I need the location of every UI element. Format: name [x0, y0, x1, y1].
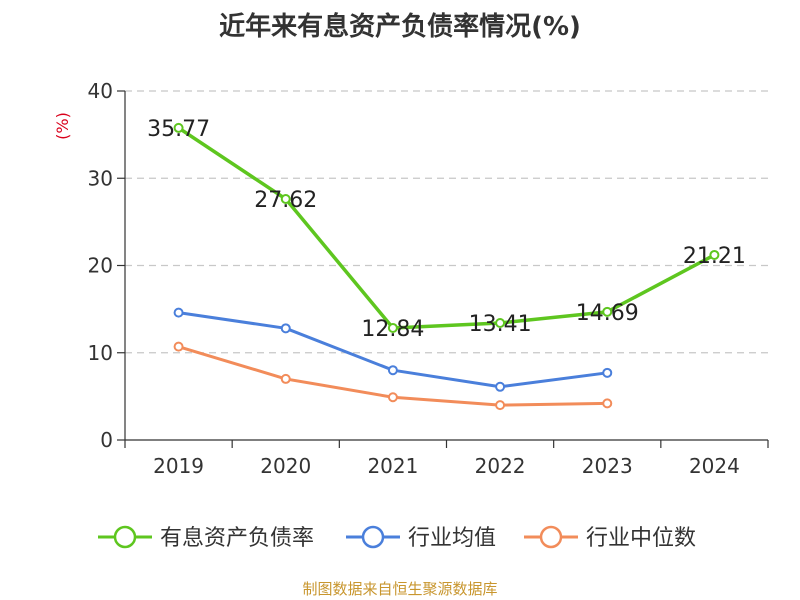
- data-point: [602, 398, 613, 409]
- legend-marker: [539, 525, 563, 549]
- legend: 有息资产负债率 行业均值 行业中位数: [98, 525, 696, 551]
- data-point: [387, 392, 398, 403]
- data-point: [173, 341, 184, 352]
- data-label: 13.41: [469, 312, 532, 337]
- x-tick-label: 2022: [475, 454, 526, 478]
- data-point: [280, 323, 291, 334]
- legend-marker: [361, 525, 385, 549]
- data-point: [173, 307, 184, 318]
- data-point: [495, 317, 506, 328]
- data-label: 12.84: [361, 317, 424, 342]
- legend-marker: [113, 525, 137, 549]
- axes: [117, 90, 769, 448]
- data-label: 27.62: [254, 188, 317, 213]
- x-tick-label: 2023: [582, 454, 633, 478]
- y-axis-label: (%): [53, 112, 72, 140]
- data-label: 35.77: [147, 117, 210, 142]
- data-point: [280, 194, 291, 205]
- series-line-0: [177, 126, 716, 330]
- data-point: [280, 373, 291, 384]
- y-tick-label: 10: [88, 341, 113, 365]
- series-layer: [173, 122, 720, 411]
- legend-label: 行业中位数: [586, 526, 696, 551]
- x-tick-label: 2021: [367, 454, 418, 478]
- data-point: [495, 400, 506, 411]
- source-note: 制图数据来自恒生聚源数据库: [302, 580, 498, 598]
- data-labels: 35.77 27.62 12.84 13.41 14.69 21.21: [147, 117, 746, 342]
- y-tick-label: 30: [88, 166, 113, 190]
- y-tick-label: 20: [88, 254, 113, 278]
- x-tick-label: 2019: [153, 454, 204, 478]
- data-point: [495, 381, 506, 392]
- data-point: [387, 365, 398, 376]
- data-point: [387, 322, 398, 333]
- data-label: 21.21: [683, 244, 746, 269]
- x-tick-labels: 2019 2020 2021 2022 2023 2024: [153, 454, 740, 478]
- grid-lines: [125, 90, 768, 354]
- legend-label: 有息资产负债率: [160, 526, 314, 551]
- data-point: [602, 367, 613, 378]
- y-tick-label: 0: [100, 428, 113, 452]
- data-label: 14.69: [576, 301, 639, 326]
- x-tick-label: 2020: [260, 454, 311, 478]
- y-tick-labels: 0 10 20 30 40: [88, 79, 113, 452]
- data-point: [709, 249, 720, 260]
- chart-title: 近年来有息资产负债率情况(%): [219, 12, 581, 42]
- legend-label: 行业均值: [408, 526, 496, 551]
- x-tick-label: 2024: [689, 454, 740, 478]
- y-tick-label: 40: [88, 79, 113, 103]
- data-point: [173, 122, 184, 133]
- data-point: [602, 306, 613, 317]
